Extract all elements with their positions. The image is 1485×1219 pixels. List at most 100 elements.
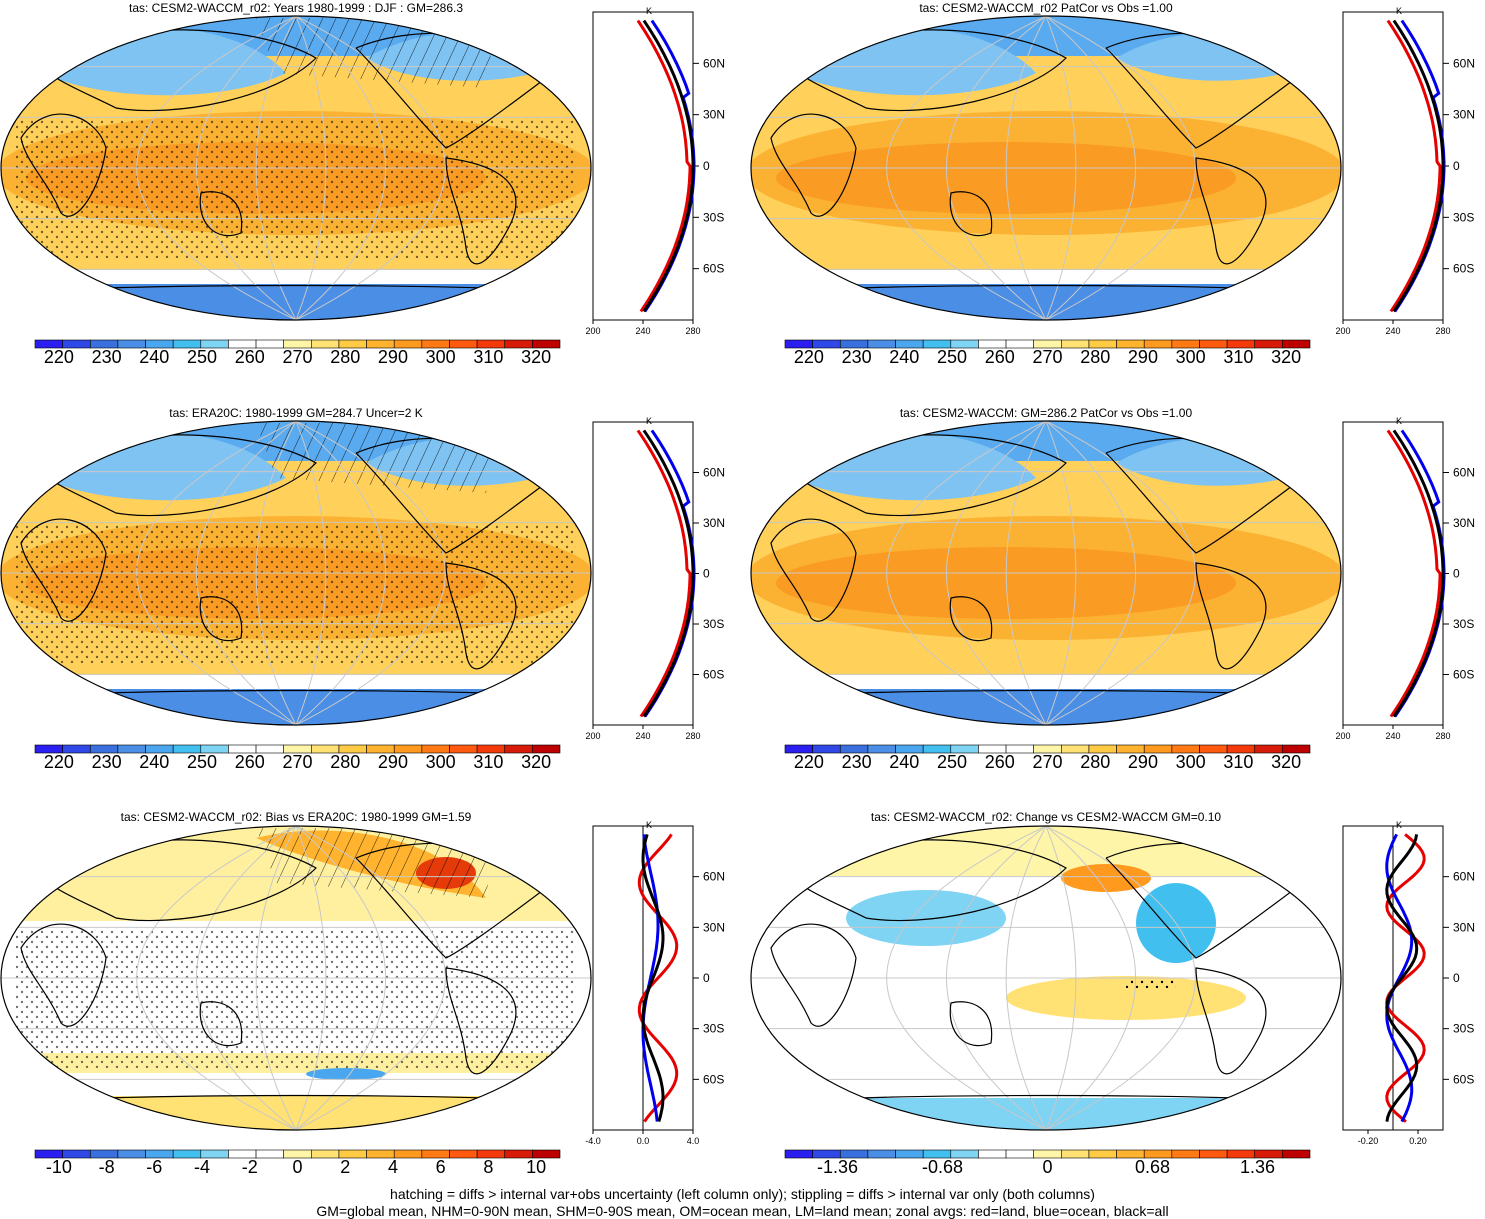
map-p3 [0,420,592,726]
colorbar-swatch [532,1149,561,1159]
colorbar-swatch [117,1149,146,1159]
colorbar-tick-label: 280 [330,752,360,772]
zonal-lat-label: 60N [703,466,725,480]
zonal-curve-all [1385,834,1419,1122]
zonal-unit: K [1396,6,1402,16]
field-warm-greenland [1230,842,1262,862]
colorbar-tick-label: 2 [340,1157,350,1177]
zonal-profile-p6: K 60N 30N 0 30S 60S -0.20 0.20 [1342,820,1475,1146]
longitude-line [196,826,297,1130]
colorbar-tick-label: 310 [473,752,503,772]
colorbar-p5: -10 -8 -6 -4 -2 0 2 4 6 8 10 [34,1149,561,1177]
colorbar-tick-label: 260 [235,347,265,367]
coast-australia [199,596,243,642]
longitude-line [946,421,1047,725]
coast-south-america [445,967,517,1075]
colorbar-tick-label: 300 [1176,347,1206,367]
map-field-p6 [751,826,1341,1130]
colorbar-swatch [1282,744,1311,754]
graticule [751,421,1341,725]
zonal-lat-label: 30N [1453,108,1475,122]
zonal-x-label: 280 [1435,731,1450,741]
colorbar-swatch [1199,1149,1228,1159]
stippling [16,523,576,663]
zonal-x-label: 240 [635,326,650,336]
map-p1 [0,15,592,321]
zonal-lat-label: 30S [1453,210,1474,224]
colorbar-swatch [895,1149,924,1159]
panel-title-p2: tas: CESM2-WACCM_r02 PatCor vs Obs =1.00 [919,1,1173,15]
zonal-curve-land [1385,833,1426,1123]
zonal-x-label: -0.20 [1358,1136,1379,1146]
colorbar-swatch [393,1149,423,1159]
longitude-line [255,421,297,725]
field-southern-band [1,675,591,689]
zonal-lat-label: 30N [1453,516,1475,530]
zonal-x-label: 200 [1335,731,1350,741]
zonal-x-label: 240 [1385,326,1400,336]
colorbar-swatch [532,744,561,754]
panel-title-p4: tas: CESM2-WACCM: GM=286.2 PatCor vs Obs… [900,406,1193,420]
zonal-lat-label: 60N [703,870,725,884]
zonal-lat-label: 0 [1453,159,1460,173]
zonal-x-label: -4.0 [585,1136,601,1146]
zonal-x-label: 0.0 [637,1136,650,1146]
field-southern-band [1,270,591,284]
coast-south-america [1195,157,1267,265]
zonal-frame [592,421,694,726]
colorbar-tick-label: -8 [99,1157,115,1177]
graticule [1,421,591,725]
zonal-profile-p1: K 60N 30N 0 30S 60S 200 240 280 [585,6,725,336]
zonal-frame [592,11,694,321]
map-p5 [0,825,592,1131]
footer-line-2: GM=global mean, NHM=0-90N mean, SHM=0-90… [316,1203,1169,1219]
map-outline [750,420,1342,726]
map-p4 [750,420,1342,726]
colorbar-tick-label: 260 [985,752,1015,772]
colorbar-tick-label: 250 [937,752,967,772]
colorbar-p2: 220 230 240 250 260 270 280 290 300 310 320 [784,339,1311,367]
zonal-lat-label: 60N [1453,56,1475,70]
zonal-x-label: 4.0 [687,1136,700,1146]
longitude-line [1045,826,1136,1130]
map-outline [750,15,1342,321]
longitude-line [196,421,297,725]
longitude-line [886,421,1047,725]
colorbar-tick-label: 270 [282,752,312,772]
zonal-lat-label: 60S [1453,668,1474,682]
zonal-curve-all [642,429,695,718]
zonal-curve-land [1386,19,1442,313]
map-p2 [750,15,1342,321]
graticule [751,16,1341,320]
hatching [256,423,496,493]
zonal-lat-label: 30S [703,210,724,224]
longitude-line [886,16,1047,320]
colorbar-tick-label: 0.68 [1135,1157,1170,1177]
zonal-curve-all [642,19,695,313]
longitude-line [295,826,446,1130]
field-cold-bias [306,1068,386,1080]
longitude-line [255,16,297,320]
field-antarctic-change [751,1098,1341,1130]
colorbar-tick-label: 240 [139,752,169,772]
colorbar-tick-label: 300 [426,752,456,772]
colorbar-tick-label: 260 [235,752,265,772]
zonal-x-label: 240 [1385,731,1400,741]
zonal-x-label: 240 [635,731,650,741]
colorbar-tick-label: 230 [92,752,122,772]
colorbar-tick-label: 250 [187,347,217,367]
longitude-line [136,826,297,1130]
longitude-line [295,16,446,320]
coast-australia [199,1001,243,1047]
colorbar-tick-label: 220 [44,752,74,772]
zonal-x-label: 280 [685,731,700,741]
graticule [751,826,1341,1130]
coast-south-america [1195,562,1267,670]
zonal-lat-label: 30N [703,516,725,530]
field-antarctica [1,689,591,725]
colorbar-swatch [1088,1149,1117,1159]
colorbar-tick-label: 270 [1032,347,1062,367]
longitude-line [295,16,386,320]
colorbar-p3: 220 230 240 250 260 270 280 290 300 310 320 [34,744,561,772]
zonal-curve-land [636,19,692,313]
